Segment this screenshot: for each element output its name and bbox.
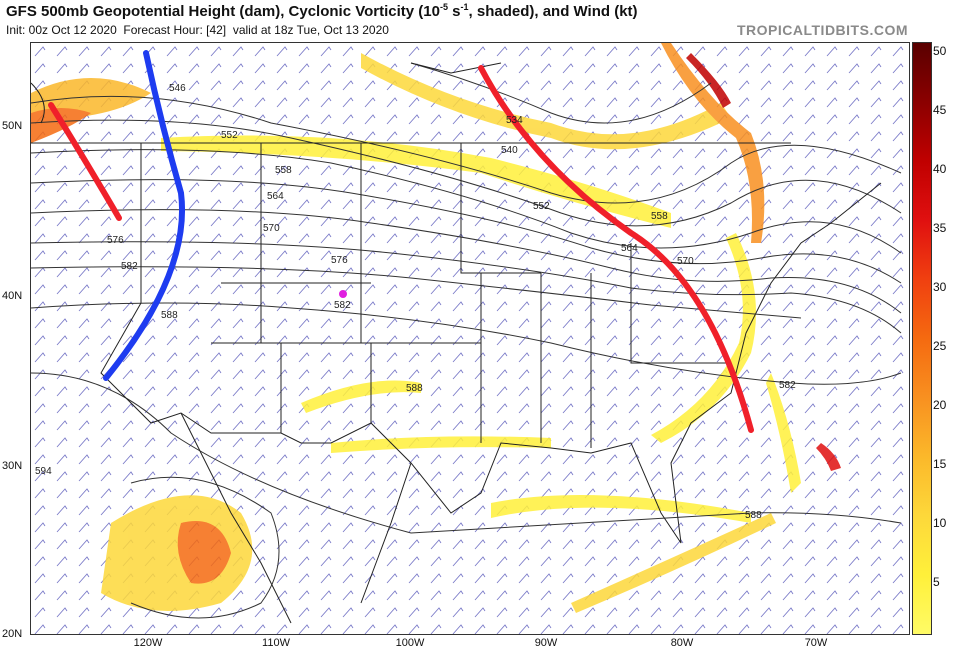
map-title: GFS 500mb Geopotential Height (dam), Cyc… xyxy=(6,2,638,20)
ridge-axis-east xyxy=(478,65,754,433)
colorbar-tick: 10 xyxy=(933,516,947,530)
colorbar-tick: 5 xyxy=(933,575,940,589)
ridge-axis-west xyxy=(48,102,122,221)
lon-label-110w: 110W xyxy=(262,637,290,649)
svg-text:594: 594 xyxy=(35,466,52,477)
lon-label-120w: 120W xyxy=(133,637,163,649)
svg-text:570: 570 xyxy=(263,223,280,234)
svg-text:588: 588 xyxy=(406,383,423,394)
colorbar-tick: 15 xyxy=(933,457,947,471)
colorbar xyxy=(912,42,932,635)
svg-text:552: 552 xyxy=(221,130,238,141)
colorbar-tick: 25 xyxy=(933,339,947,353)
svg-text:582: 582 xyxy=(121,261,138,272)
valid-time: valid at 18z Tue, Oct 13 2020 xyxy=(232,23,389,37)
svg-text:558: 558 xyxy=(651,211,668,222)
map-canvas: 546 552 558 564 570 576 582 588 594 540 … xyxy=(31,43,909,634)
svg-text:582: 582 xyxy=(334,300,351,311)
lon-label-70w: 70W xyxy=(804,637,828,649)
svg-text:552: 552 xyxy=(533,201,550,212)
lat-label-20n: 20N xyxy=(2,628,23,640)
svg-text:570: 570 xyxy=(677,256,694,267)
colorbar-tick: 30 xyxy=(933,280,947,294)
svg-text:534: 534 xyxy=(506,115,523,126)
svg-text:546: 546 xyxy=(169,83,186,94)
svg-text:564: 564 xyxy=(621,243,638,254)
colorbar-tick: 50 xyxy=(933,44,947,58)
forecast-hour: Forecast Hour: [42] xyxy=(123,23,227,37)
svg-text:540: 540 xyxy=(501,145,518,156)
svg-text:582: 582 xyxy=(779,380,796,391)
colorbar-tick: 40 xyxy=(933,162,947,176)
brand-watermark: TROPICALTIDBITS.COM xyxy=(736,22,908,38)
colorbar-tick: 35 xyxy=(933,221,947,235)
lon-label-80w: 80W xyxy=(670,637,694,649)
svg-text:588: 588 xyxy=(161,310,178,321)
colorbar-tick: 45 xyxy=(933,103,947,117)
lat-label-40n: 40N xyxy=(2,290,23,302)
init-time: Init: 00z Oct 12 2020 xyxy=(6,23,117,37)
colorbar-tick: 20 xyxy=(933,398,947,412)
boundaries xyxy=(31,62,882,624)
svg-text:564: 564 xyxy=(267,191,284,202)
lon-label-100w: 100W xyxy=(395,637,425,649)
low-center-marker xyxy=(339,290,347,298)
svg-text:576: 576 xyxy=(331,255,348,266)
svg-text:588: 588 xyxy=(745,510,762,521)
trough-axis xyxy=(103,50,185,381)
contour-labels: 546 552 558 564 570 576 582 588 594 540 … xyxy=(35,83,796,521)
svg-text:576: 576 xyxy=(107,235,124,246)
lat-label-50n: 50N xyxy=(2,120,23,132)
weather-map[interactable]: 546 552 558 564 570 576 582 588 594 540 … xyxy=(30,42,910,635)
svg-text:558: 558 xyxy=(275,165,292,176)
map-subtitle: Init: 00z Oct 12 2020 Forecast Hour: [42… xyxy=(6,23,389,37)
lon-label-90w: 90W xyxy=(534,637,558,649)
lat-label-30n: 30N xyxy=(2,460,23,472)
